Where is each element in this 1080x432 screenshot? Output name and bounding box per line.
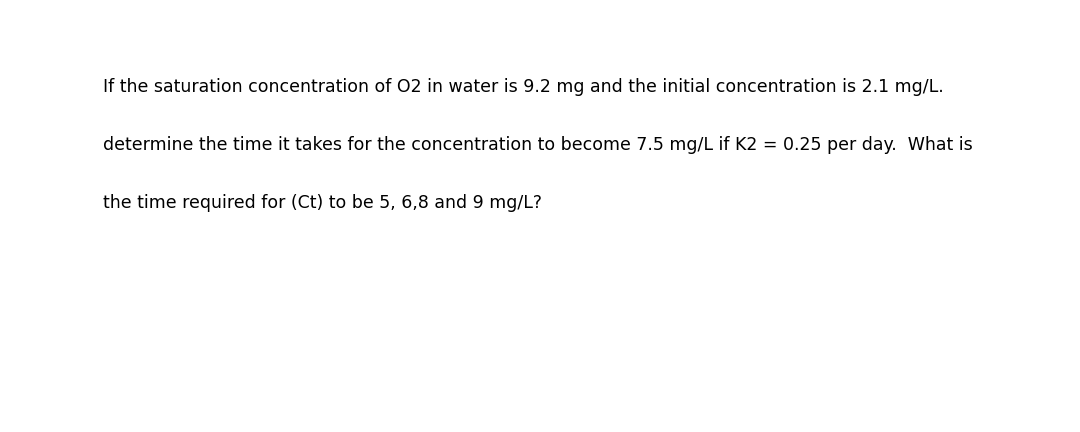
- Text: the time required for (Ct) to be 5, 6,8 and 9 mg/L?: the time required for (Ct) to be 5, 6,8 …: [103, 194, 541, 213]
- Text: If the saturation concentration of O2 in water is 9.2 mg and the initial concent: If the saturation concentration of O2 in…: [103, 78, 943, 96]
- Text: determine the time it takes for the concentration to become 7.5 mg/L if K2 = 0.2: determine the time it takes for the conc…: [103, 136, 972, 154]
